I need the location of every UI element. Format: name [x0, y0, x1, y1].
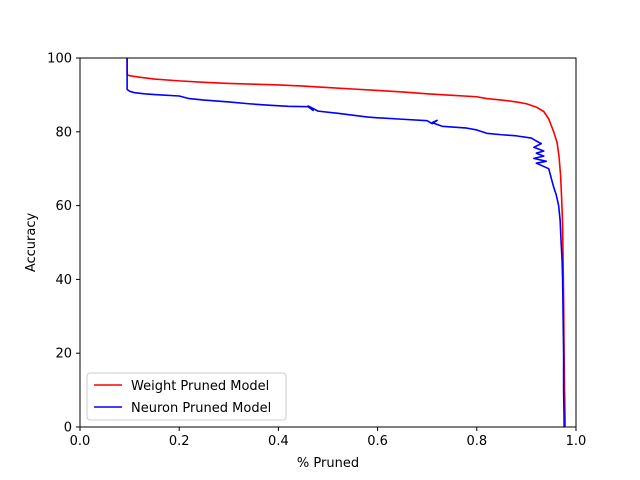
x-tick-label: 0.6 [367, 434, 388, 449]
legend-label: Neuron Pruned Model [131, 401, 271, 416]
y-tick-label: 20 [55, 347, 72, 362]
legend-box [86, 372, 287, 421]
legend-label: Weight Pruned Model [131, 379, 269, 394]
legend: Weight Pruned Model Neuron Pruned Model [86, 372, 287, 421]
plot-frame [79, 57, 577, 428]
x-tick-label: 0.2 [169, 434, 190, 449]
y-axis-label: Accuracy [24, 213, 39, 273]
x-tick-label: 0.8 [466, 434, 487, 449]
series-layer [126, 58, 566, 427]
y-tick-label: 100 [47, 52, 72, 67]
series-line-neuron-pruned [126, 58, 565, 427]
y-axis: 0 20 40 60 80 100 [47, 52, 80, 436]
y-tick-label: 80 [55, 125, 72, 140]
x-axis-label: % Pruned [297, 456, 359, 471]
x-tick-label: 1.0 [566, 434, 587, 449]
x-tick-label: 0.0 [70, 434, 91, 449]
y-tick-label: 60 [55, 199, 72, 214]
y-tick-label: 40 [55, 273, 72, 288]
series-line-weight-pruned [126, 58, 566, 427]
x-tick-label: 0.4 [268, 434, 289, 449]
y-tick-label: 0 [64, 421, 72, 436]
x-axis: 0.0 0.2 0.4 0.6 0.8 1.0 [70, 427, 587, 449]
